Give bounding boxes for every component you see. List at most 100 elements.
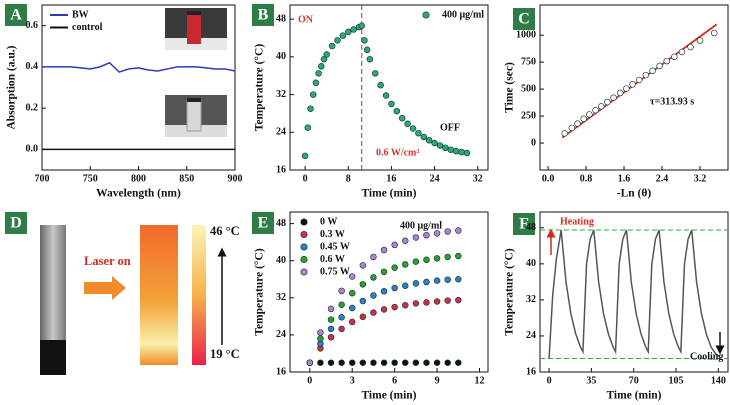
- data-point: [382, 92, 390, 99]
- data-point: [371, 70, 379, 77]
- data-point: [377, 81, 384, 89]
- data-point: [616, 89, 624, 97]
- data-point: [327, 333, 335, 341]
- data-point: [363, 46, 371, 54]
- data-point: [710, 29, 718, 37]
- panel-label: F: [519, 216, 529, 233]
- y-tick-label: 16: [276, 164, 286, 175]
- data-point: [452, 147, 460, 155]
- data-point: [412, 234, 420, 241]
- data-point: [338, 325, 345, 333]
- x-tick-label: 6: [392, 375, 397, 386]
- data-point: [348, 359, 356, 366]
- data-point: [338, 301, 345, 309]
- panel-label: D: [10, 215, 22, 232]
- legend-label: 0.45 W: [320, 241, 350, 252]
- data-point: [402, 282, 409, 289]
- data-point: [444, 359, 451, 366]
- data-point: [359, 297, 367, 305]
- data-point: [574, 120, 581, 127]
- data-point: [423, 256, 430, 264]
- x-tick-label: 9: [435, 375, 440, 386]
- data-point: [420, 133, 428, 141]
- data-point: [348, 304, 356, 312]
- panel-label: B: [258, 7, 269, 24]
- y-tick-label: 0.6: [26, 20, 39, 31]
- y-tick-label: 16: [276, 366, 286, 377]
- data-point: [568, 124, 576, 132]
- data-point: [345, 28, 352, 36]
- y-tick-label: 40: [276, 255, 286, 266]
- data-point: [388, 100, 395, 108]
- data-point: [678, 48, 686, 56]
- legend-swatch: [300, 255, 308, 264]
- data-point: [656, 62, 663, 70]
- y-tick-label: 40: [526, 258, 536, 269]
- x-tick-label: 1.6: [618, 173, 631, 184]
- data-point: [671, 53, 678, 61]
- data-point: [338, 287, 345, 295]
- x-tick-label: 12: [475, 375, 485, 386]
- data-point: [610, 94, 617, 101]
- data-point: [436, 142, 444, 149]
- panel-label: E: [258, 215, 269, 232]
- data-point: [301, 152, 309, 160]
- data-point: [380, 359, 388, 366]
- data-point: [463, 149, 471, 157]
- legend-swatch: [300, 230, 308, 239]
- x-tick-label: 3.2: [694, 173, 707, 184]
- data-point: [423, 278, 430, 286]
- x-tick-label: 750: [83, 173, 98, 184]
- data-point: [433, 359, 441, 366]
- annotation: τ=313.93 s: [650, 96, 694, 107]
- data-point: [361, 37, 368, 44]
- data-point: [412, 280, 420, 287]
- legend-label: BW: [72, 9, 89, 20]
- data-point: [455, 275, 462, 283]
- data-point: [402, 301, 409, 309]
- plot-frame: [289, 211, 489, 373]
- x-tick-label: 850: [179, 173, 194, 184]
- data-point: [323, 51, 330, 58]
- data-point: [348, 318, 356, 326]
- data-point: [635, 76, 643, 84]
- plot-frame: [289, 4, 489, 171]
- y-tick-label: 0: [531, 137, 536, 148]
- y-tick-label: 40: [276, 51, 286, 62]
- data-point: [696, 37, 704, 44]
- data-point: [412, 258, 420, 265]
- legend-swatch: [300, 268, 308, 276]
- data-point: [370, 253, 377, 261]
- y-tick-label: 24: [526, 330, 536, 341]
- y-tick-label: 500: [521, 83, 536, 94]
- legend-label: 400 μg/ml: [442, 9, 484, 20]
- x-axis-title: Time (min): [606, 390, 661, 402]
- data-point: [444, 228, 451, 235]
- legend-label: control: [72, 22, 103, 33]
- y-tick-label: 24: [276, 329, 286, 340]
- data-point: [425, 137, 433, 144]
- data-point: [444, 253, 451, 261]
- panel-label-box: [513, 213, 535, 235]
- y-tick-label: 48: [526, 222, 536, 233]
- y-tick-label: 48: [276, 218, 286, 229]
- data-point: [455, 359, 462, 366]
- data-point: [338, 314, 345, 321]
- y-tick-label: 1000: [516, 29, 536, 40]
- x-tick-label: 0.8: [580, 173, 593, 184]
- data-point: [458, 148, 465, 156]
- x-axis-title: -Ln (θ): [617, 188, 652, 200]
- data-point: [327, 305, 335, 313]
- panel-label-box: [252, 4, 274, 26]
- annotation: OFF: [440, 122, 460, 133]
- data-point: [412, 300, 420, 307]
- data-point: [444, 276, 451, 283]
- y-tick-label: 16: [526, 366, 536, 377]
- data-point: [327, 359, 335, 366]
- y-axis-title: Temperature (°C): [254, 248, 266, 335]
- data-point: [320, 55, 328, 63]
- data-point: [433, 230, 441, 237]
- legend-label: 0.6 W: [320, 254, 345, 265]
- data-point: [404, 120, 411, 128]
